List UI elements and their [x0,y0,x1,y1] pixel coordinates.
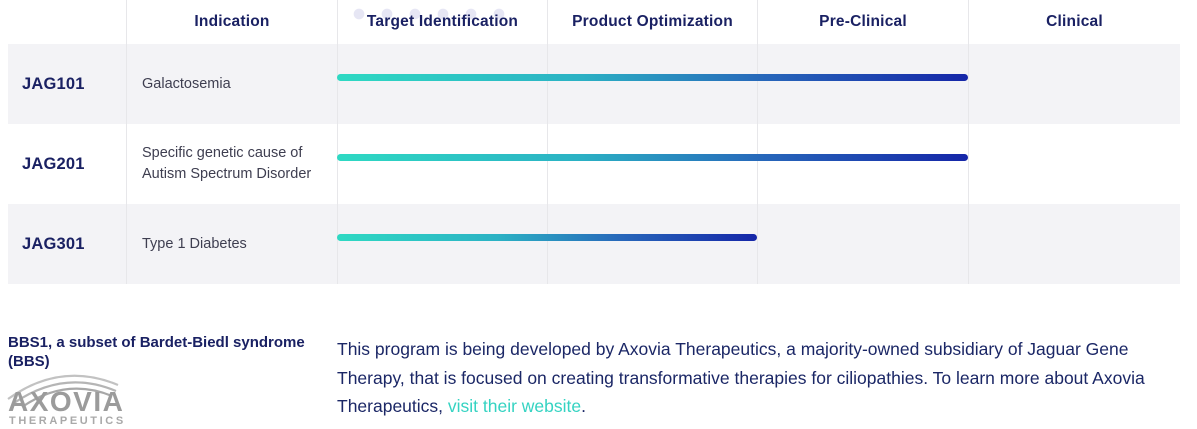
progress-bar [337,234,757,241]
pipeline-row: JAG101 Galactosemia [8,44,1180,124]
axovia-therapeutics-logo: AXOVIA THERAPEUTICS [7,374,126,427]
logo-wordmark: AXOVIA [8,386,124,417]
progress-bar [337,74,968,81]
description-text: This program is being developed by Axovi… [337,339,1145,416]
indication-cell: Specific genetic cause of Autism Spectru… [142,145,312,182]
pipeline-row: JAG201 Specific genetic cause of Autism … [8,124,1180,204]
program-code: JAG101 [22,74,85,93]
program-code: JAG301 [22,234,85,253]
column-header-pre-clinical: Pre-Clinical [757,0,968,44]
visit-website-link[interactable]: visit their website [447,396,582,416]
logo-subtext: THERAPEUTICS [9,415,126,427]
description-period: . [581,396,587,416]
progress-bar [337,154,968,161]
footer-section: BBS1, a subset of Bardet-Biedl syndrome … [0,284,1197,429]
column-header-program-empty [8,0,126,44]
column-header-indication: Indication [126,0,337,44]
program-code: JAG201 [22,154,85,173]
column-header-clinical: Clinical [968,0,1180,44]
column-header-target-identification: Target Identification [337,0,547,44]
pipeline-row: JAG301 Type 1 Diabetes [8,204,1180,284]
program-description: This program is being developed by Axovi… [337,335,1185,421]
column-header-product-optimization: Product Optimization [547,0,757,44]
pipeline-rows: JAG101 Galactosemia JAG201 Specific gene… [0,44,1197,284]
indication-cell: Type 1 Diabetes [142,235,247,252]
pipeline-header-row: Indication Target Identification Product… [8,0,1180,44]
indication-cell: Galactosemia [142,75,231,92]
pipeline-table: Indication Target Identification Product… [0,0,1197,284]
bbs-heading: BBS1, a subset of Bardet-Biedl syndrome … [8,334,305,370]
